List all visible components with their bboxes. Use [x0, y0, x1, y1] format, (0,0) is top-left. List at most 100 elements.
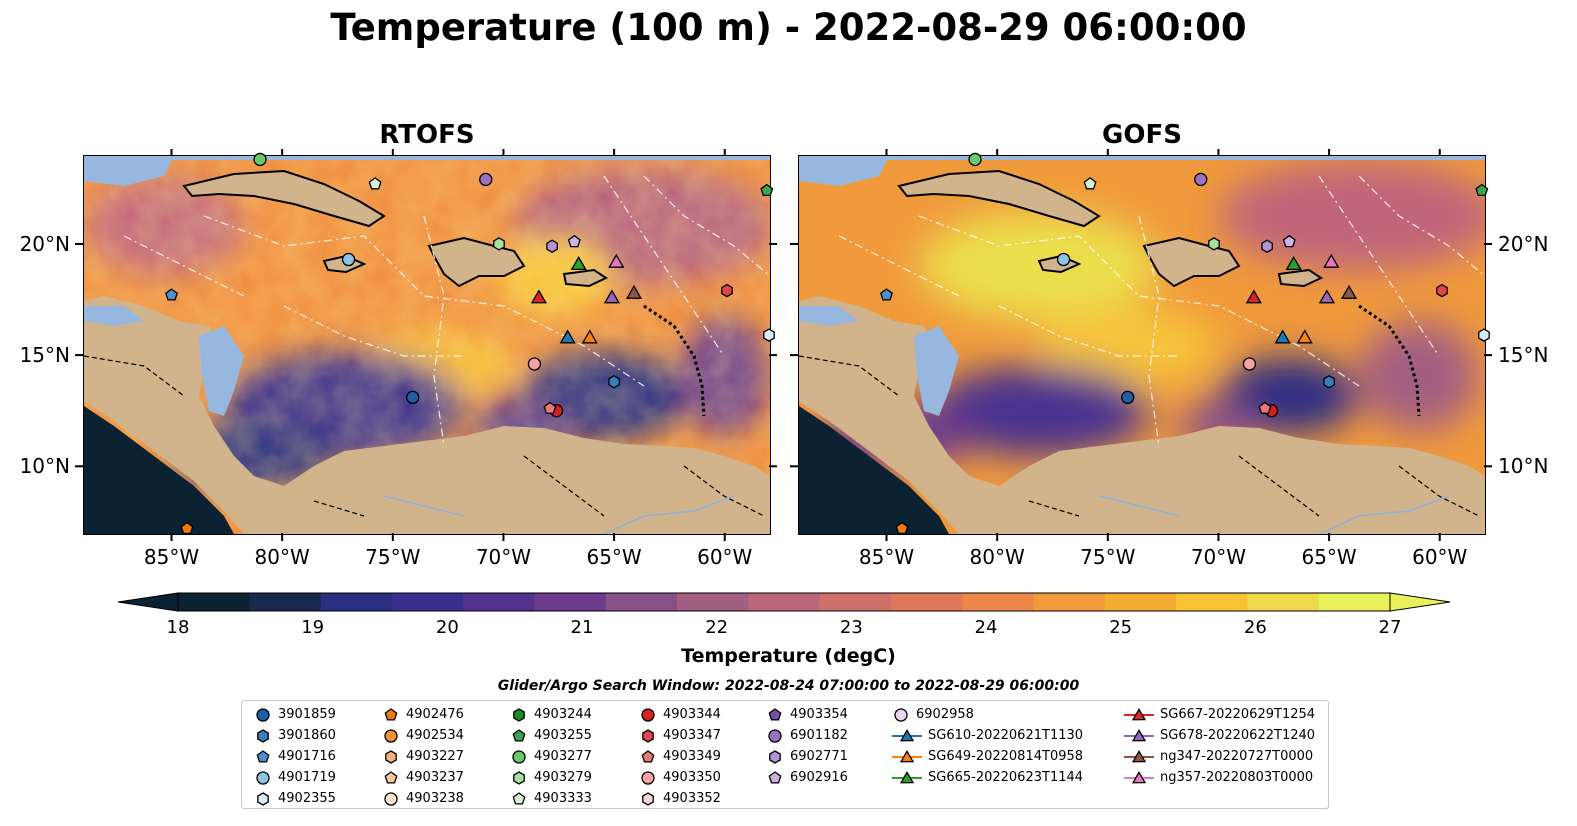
argo-float-marker: [368, 177, 382, 190]
argo-float-marker: [1475, 183, 1489, 197]
legend-marker-icon: [512, 749, 526, 764]
legend-marker-icon: [256, 707, 270, 722]
legend-marker-icon: [642, 791, 654, 806]
argo-float-marker: [608, 375, 620, 389]
legend-item: 4903244: [510, 704, 592, 725]
legend-item: ng357-20220803T0000: [1124, 767, 1313, 788]
legend-label: 3901860: [278, 728, 336, 743]
colorbar-segment: [1176, 593, 1248, 611]
legend-marker-icon: [256, 749, 270, 763]
legend-label: 4903333: [534, 791, 592, 806]
colorbar-segment: [605, 593, 678, 611]
lon-tick-label: 70°W: [1190, 545, 1247, 569]
colorbar-segment: [320, 593, 393, 611]
lon-tick-label: 80°W: [254, 545, 310, 569]
legend-marker-icon: [641, 707, 655, 722]
legend-label: SG678-20220622T1240: [1160, 728, 1316, 743]
legend-marker-icon: [384, 707, 398, 721]
lat-tick-label: 20°N: [1498, 231, 1549, 256]
colorbar-tick-label: 21: [571, 617, 594, 638]
glider-marker: [1318, 289, 1336, 304]
argo-float-marker: [968, 152, 982, 167]
legend-label: 4903237: [406, 770, 464, 785]
colorbar-tick-label: 22: [705, 617, 728, 638]
colorbar-tick-label: 19: [301, 617, 324, 638]
lon-tick-label: 80°W: [969, 545, 1025, 569]
glider-marker: [570, 256, 587, 271]
argo-float-marker: [165, 288, 178, 301]
legend-label: 3901859: [278, 707, 336, 722]
colorbar-tick-label: 20: [436, 617, 459, 638]
glider-marker: [625, 284, 643, 299]
map-rtofs[interactable]: [83, 155, 771, 535]
colorbar-segment: [178, 593, 250, 611]
lat-tick-label: 10°N: [19, 454, 70, 479]
lat-tick-label: 15°N: [1498, 343, 1549, 368]
lon-tick-label: 85°W: [143, 545, 200, 569]
legend-label: SG649-20220814T0958: [928, 749, 1084, 764]
legend-marker-icon: [768, 707, 782, 721]
legend-marker-icon: [384, 770, 398, 784]
legend-item: SG649-20220814T0958: [892, 746, 1083, 767]
legend-marker-icon: [513, 770, 525, 785]
colorbar-tick-label: 24: [975, 617, 998, 638]
legend-label: 4903350: [663, 770, 721, 785]
legend-label: SG610-20220621T1130: [928, 728, 1084, 743]
legend-marker-icon: [642, 728, 654, 743]
legend-label: ng357-20220803T0000: [1160, 770, 1314, 785]
legend-item: 6902916: [766, 767, 848, 788]
legend-marker-icon: [892, 770, 922, 783]
glider-marker: [1296, 329, 1313, 344]
legend-marker-icon: [512, 728, 526, 742]
panel-title-rtofs: RTOFS: [379, 120, 475, 150]
legend-label: 4901719: [278, 770, 336, 785]
lat-tick-label: 10°N: [1498, 454, 1549, 479]
argo-float-marker: [406, 390, 420, 405]
temperature-field-gofs: [799, 156, 1485, 534]
colorbar-segment: [1104, 593, 1177, 611]
legend-item: 3901860: [254, 725, 336, 746]
legend-label: 4901716: [278, 749, 336, 764]
lon-tick-label: 75°W: [365, 545, 421, 569]
colorbar-segment: [1318, 593, 1391, 611]
legend-label: 4903255: [534, 728, 592, 743]
legend-marker-icon: [892, 728, 922, 741]
legend-label: 4903227: [406, 749, 464, 764]
legend-marker-icon: [384, 791, 398, 806]
figure-title: Temperature (100 m) - 2022-08-29 06:00:0…: [330, 6, 1247, 49]
lon-tick-label: 75°W: [1080, 545, 1136, 569]
legend-marker-icon: [385, 749, 397, 764]
colorbar-title: Temperature (degC): [681, 645, 896, 667]
colorbar: 18 19 20 21 22 23 24 25 26 27: [117, 592, 1451, 638]
legend: 3901859 3901860 4901716 4901719 4902355 49024…: [241, 700, 1329, 809]
legend-item: 4903238: [382, 788, 464, 809]
legend-marker-icon: [1124, 749, 1154, 762]
legend-label: 4903354: [790, 707, 848, 722]
argo-float-marker: [760, 183, 774, 197]
lat-tick-label: 20°N: [19, 231, 70, 256]
argo-float-marker: [880, 288, 893, 301]
colorbar-segment: [391, 593, 464, 611]
legend-marker-icon: [512, 791, 526, 805]
panel-title-gofs: GOFS: [1102, 120, 1182, 150]
legend-item: 4901716: [254, 746, 336, 767]
argo-float-marker: [479, 172, 493, 187]
legend-marker-icon: [1124, 770, 1154, 783]
map-gofs[interactable]: [798, 155, 1486, 535]
legend-marker-icon: [257, 728, 269, 743]
legend-item: 6902958: [892, 704, 974, 725]
legend-label: 4903279: [534, 770, 592, 785]
legend-marker-icon: [257, 791, 269, 806]
lon-tick-label: 60°W: [697, 545, 753, 569]
argo-float-marker: [1194, 172, 1208, 187]
glider-marker: [530, 289, 547, 304]
legend-item: 4903349: [639, 746, 721, 767]
colorbar-segment: [1247, 593, 1320, 611]
glider-marker: [1340, 284, 1358, 299]
colorbar-segment: [534, 593, 607, 611]
legend-marker-icon: [513, 707, 525, 722]
legend-item: 6902771: [766, 746, 848, 767]
legend-label: SG667-20220629T1254: [1160, 707, 1316, 722]
legend-item: SG610-20220621T1130: [892, 725, 1083, 746]
argo-float-marker: [1083, 177, 1097, 190]
